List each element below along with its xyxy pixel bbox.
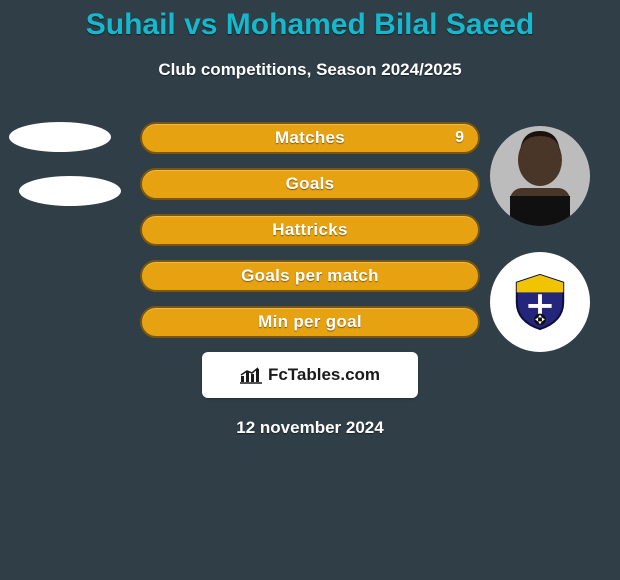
bar-min-per-goal: Min per goal: [140, 306, 480, 338]
metrics-panel: Matches 9 Goals Hattricks Goals per matc…: [140, 122, 480, 352]
left-marker-1: [9, 122, 111, 152]
logo-row: FcTables.com 12 november 2024: [0, 352, 620, 438]
bar-label: Matches: [275, 128, 345, 148]
bar-goals: Goals: [140, 168, 480, 200]
comparison-card: Suhail vs Mohamed Bilal Saeed Club compe…: [0, 0, 620, 580]
bar-label: Hattricks: [272, 220, 347, 240]
bar-value: 9: [455, 129, 464, 147]
shield-icon: [509, 271, 571, 333]
bar-matches: Matches 9: [140, 122, 480, 154]
player-avatar: [490, 126, 590, 226]
left-marker-2: [19, 176, 121, 206]
bar-label: Goals: [286, 174, 335, 194]
brand-text: FcTables.com: [268, 365, 380, 385]
bar-label: Min per goal: [258, 312, 362, 332]
bar-hattricks: Hattricks: [140, 214, 480, 246]
page-subtitle: Club competitions, Season 2024/2025: [0, 60, 620, 80]
club-badge: [490, 252, 590, 352]
avatar-icon: [495, 126, 585, 226]
brand-logo: FcTables.com: [202, 352, 418, 398]
bar-goals-per-match: Goals per match: [140, 260, 480, 292]
page-title: Suhail vs Mohamed Bilal Saeed: [0, 0, 620, 42]
bar-chart-icon: [240, 366, 262, 384]
generation-date: 12 november 2024: [0, 418, 620, 438]
bar-label: Goals per match: [241, 266, 379, 286]
